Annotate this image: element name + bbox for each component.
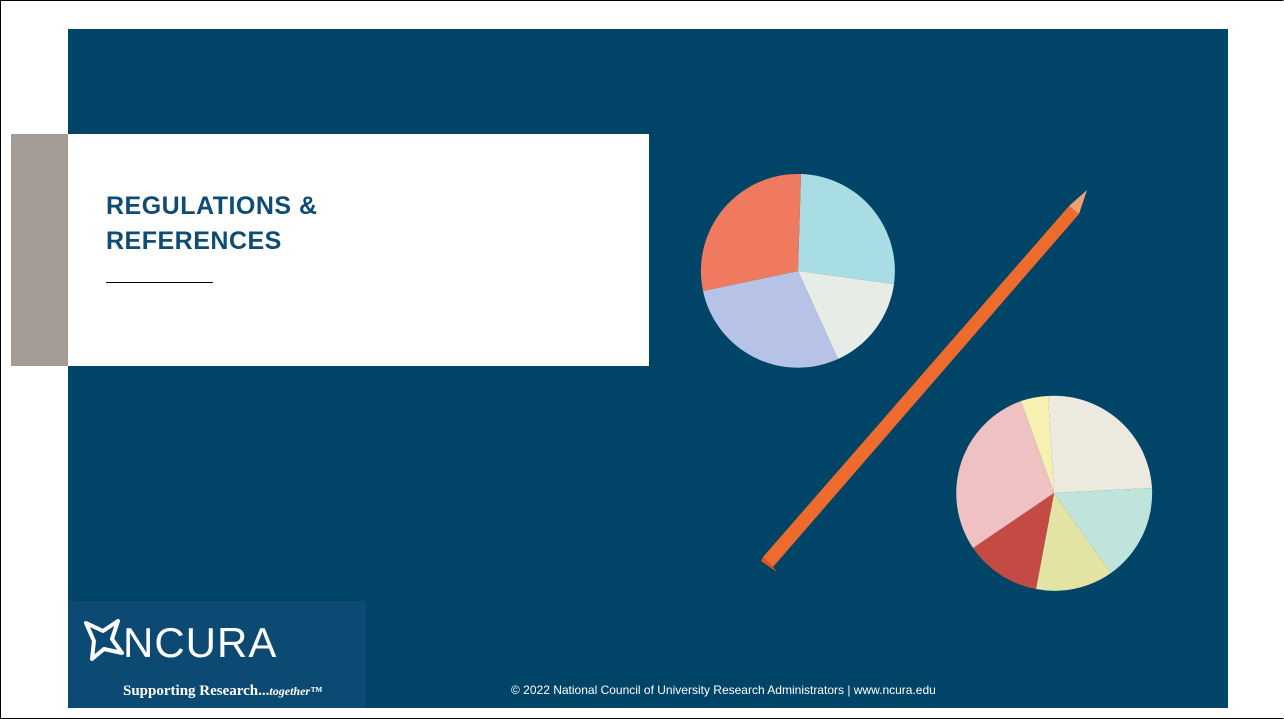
tagline-emphasis: together™	[269, 684, 323, 698]
pencil	[761, 190, 1087, 572]
title-rule	[106, 282, 213, 283]
logo-tagline: Supporting Research...together™	[123, 683, 322, 700]
pie-top	[700, 173, 895, 368]
logo-icon	[84, 619, 124, 661]
accent-bar	[11, 134, 68, 366]
tagline-main: Supporting Research...	[123, 683, 270, 699]
logo-name: NCURA	[123, 619, 278, 666]
title-box: REGULATIONS & REFERENCES	[68, 134, 649, 366]
pie-bottom	[956, 395, 1153, 591]
logo: NCURA Supporting Research...together™	[68, 601, 366, 708]
slide-title: REGULATIONS & REFERENCES	[106, 192, 318, 255]
footer: © 2022 National Council of University Re…	[511, 683, 936, 697]
